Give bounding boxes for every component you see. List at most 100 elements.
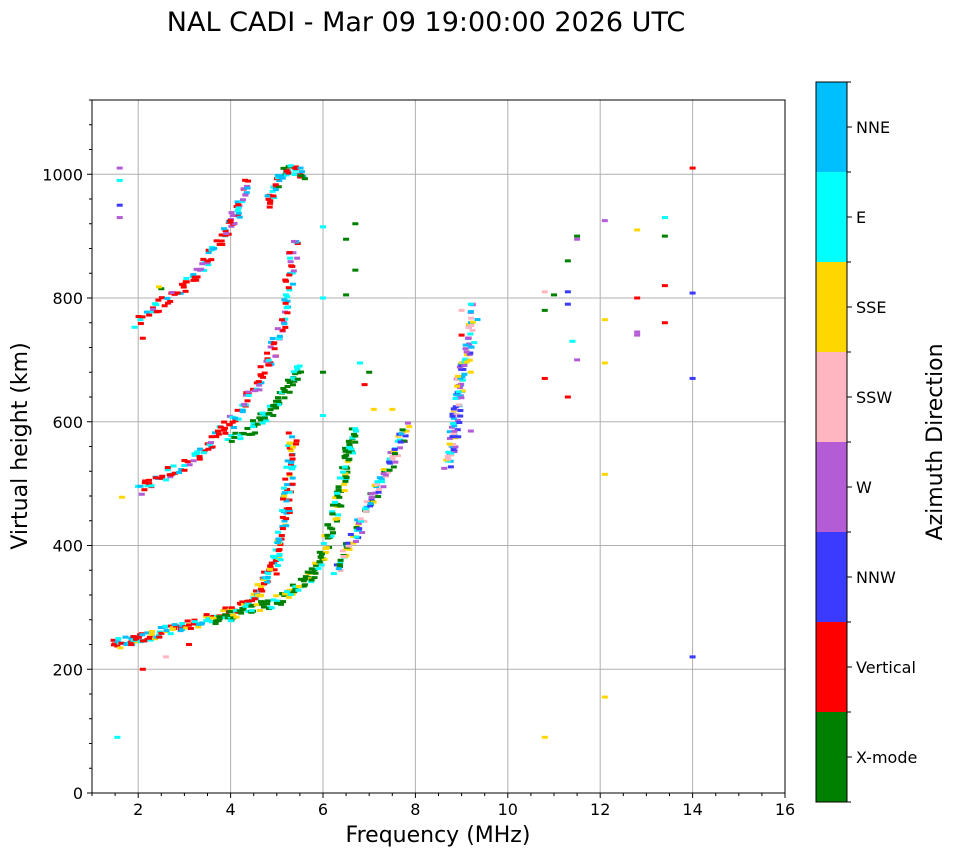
- echo-point: [141, 481, 148, 485]
- echo-point: [130, 635, 137, 639]
- echo-point: [267, 408, 274, 412]
- echo-point: [469, 320, 476, 324]
- x-tick-label: 6: [318, 800, 328, 819]
- echo-point: [286, 446, 293, 450]
- echo-point: [334, 513, 341, 517]
- echo-point: [239, 600, 246, 604]
- echo-point: [168, 473, 175, 477]
- echo-point: [253, 589, 260, 593]
- echo-point: [201, 449, 208, 453]
- echo-point: [402, 434, 409, 438]
- echo-point: [263, 580, 270, 584]
- echo-point: [274, 173, 281, 177]
- echo-point: [146, 478, 153, 482]
- echo-point: [271, 347, 278, 351]
- echo-point: [254, 593, 261, 597]
- echo-point: [316, 560, 323, 564]
- echo-point: [284, 385, 291, 389]
- echo-point: [282, 301, 289, 305]
- echo-point: [312, 563, 319, 567]
- echo-point: [453, 384, 460, 388]
- echo-point: [337, 489, 344, 493]
- echo-point: [374, 480, 381, 484]
- echo-point: [293, 365, 300, 369]
- echo-point: [183, 276, 190, 280]
- echo-point: [353, 535, 360, 539]
- echo-point: [352, 440, 359, 444]
- echo-point: [322, 551, 329, 555]
- echo-point: [273, 406, 280, 410]
- echo-point: [256, 416, 263, 420]
- echo-point: [167, 624, 174, 628]
- echo-point: [341, 489, 348, 493]
- echo-point: [465, 336, 472, 340]
- echo-point: [356, 527, 363, 531]
- echo-point: [341, 454, 348, 458]
- echo-point: [222, 613, 229, 617]
- echo-point: [380, 467, 387, 471]
- echo-point: [325, 523, 332, 527]
- echo-point: [232, 419, 239, 423]
- echo-point: [329, 512, 336, 516]
- echo-point: [259, 411, 266, 415]
- echo-point: [135, 314, 142, 318]
- echo-point: [467, 429, 474, 433]
- echo-point: [282, 477, 289, 481]
- echo-point: [287, 256, 294, 260]
- echo-point: [462, 358, 469, 362]
- echo-point: [341, 482, 348, 486]
- echo-point: [258, 593, 265, 597]
- echo-point: [171, 471, 178, 475]
- echo-point: [181, 459, 188, 463]
- echo-point: [350, 534, 357, 538]
- echo-point: [294, 367, 301, 371]
- echo-point: [276, 178, 283, 182]
- echo-point: [337, 569, 344, 573]
- echo-point: [323, 546, 330, 550]
- echo-point: [139, 633, 146, 637]
- echo-point: [285, 378, 292, 382]
- echo-point: [135, 635, 142, 639]
- echo-point: [356, 361, 363, 365]
- echo-point: [661, 284, 668, 288]
- echo-point: [244, 602, 251, 606]
- colorbar-label: NNW: [856, 568, 896, 587]
- echo-point: [336, 476, 343, 480]
- echo-point: [141, 639, 148, 643]
- echo-point: [286, 490, 293, 494]
- echo-point: [231, 221, 238, 225]
- echo-point: [466, 358, 473, 362]
- echo-point: [396, 446, 403, 450]
- echo-point: [450, 422, 457, 426]
- echo-point: [234, 209, 241, 213]
- echo-point: [366, 370, 373, 374]
- echo-point: [244, 426, 251, 430]
- echo-point: [551, 293, 557, 297]
- echo-point: [446, 436, 453, 440]
- y-axis-label: Virtual height (km): [8, 342, 33, 549]
- echo-point: [459, 378, 466, 382]
- echo-point: [148, 633, 155, 637]
- echo-point: [295, 588, 302, 592]
- echo-point: [564, 395, 571, 399]
- echo-point: [286, 288, 293, 292]
- echo-point: [312, 561, 319, 565]
- echo-point: [302, 575, 309, 579]
- echo-point: [271, 568, 278, 572]
- echo-point: [226, 612, 233, 616]
- echo-point: [457, 414, 464, 418]
- echo-point: [333, 519, 340, 523]
- echo-point: [285, 171, 292, 175]
- echo-point: [329, 510, 336, 514]
- echo-point: [280, 497, 287, 501]
- echo-point: [337, 558, 344, 562]
- echo-point: [467, 302, 474, 306]
- grid-lines: [92, 100, 785, 793]
- echo-point: [144, 631, 151, 635]
- echo-point: [259, 421, 266, 425]
- echo-point: [284, 487, 291, 491]
- echo-point: [239, 410, 246, 414]
- echo-point: [320, 370, 326, 374]
- echo-point: [449, 412, 456, 416]
- axis-ticks: 2 4 6 8 10 12 14 16 0 200 400 600 800 1000: [42, 99, 795, 819]
